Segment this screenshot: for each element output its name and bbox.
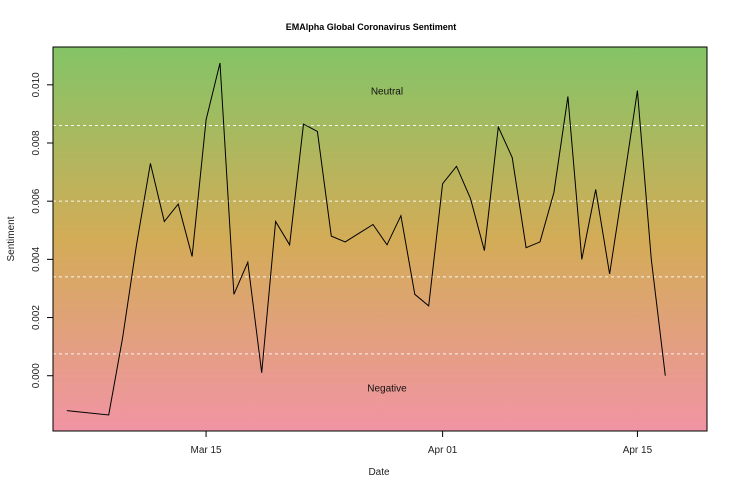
x-tick-label: Apr 15 — [623, 445, 653, 456]
sentiment-line — [66, 62, 666, 416]
plot-border — [52, 46, 708, 432]
y-tick-label: 0.000 — [31, 363, 42, 388]
y-tick-label: 0.002 — [31, 305, 42, 330]
region-label: Negative — [367, 383, 407, 394]
x-axis-label: Date — [368, 467, 390, 478]
y-tick-label: 0.008 — [31, 130, 42, 155]
x-axis: Mar 15 Apr 01 Apr 15 — [191, 431, 653, 456]
x-tick-label: Apr 01 — [428, 445, 458, 456]
chart-title: EMAlpha Global Coronavirus Sentiment — [286, 22, 457, 32]
plot-background — [53, 47, 707, 431]
reference-lines — [53, 125, 707, 355]
y-tick-label: 0.006 — [31, 188, 42, 213]
y-tick-label: 0.010 — [31, 72, 42, 97]
y-axis: 0.000 0.002 0.004 0.006 0.008 0.010 — [31, 72, 53, 388]
region-annotations: Neutral Negative — [367, 87, 407, 395]
x-tick-label: Mar 15 — [191, 445, 223, 456]
region-label: Neutral — [371, 87, 403, 98]
y-axis-label: Sentiment — [6, 216, 17, 261]
y-tick-label: 0.004 — [31, 246, 42, 271]
